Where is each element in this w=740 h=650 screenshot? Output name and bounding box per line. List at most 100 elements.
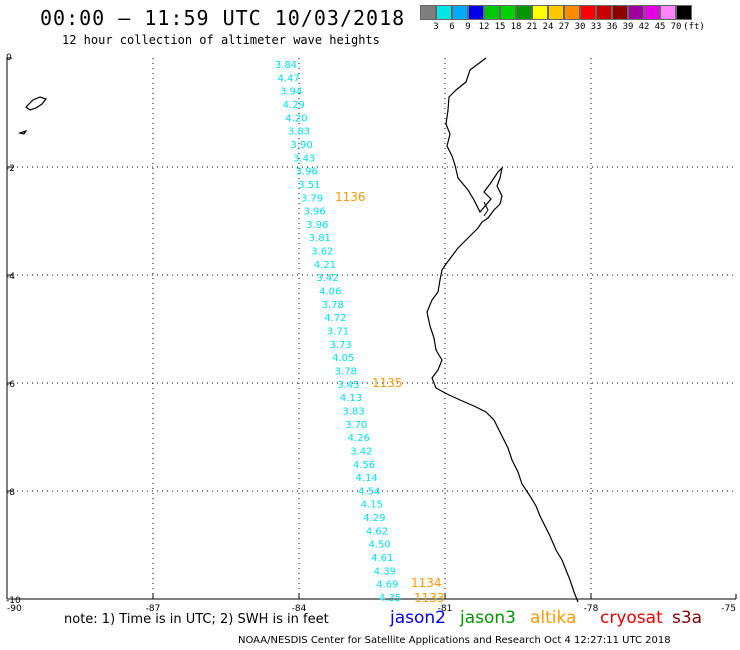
- x-tick-label: -81: [438, 604, 453, 614]
- legend-label: 9: [465, 22, 471, 32]
- swh-value: 4.06: [319, 287, 341, 298]
- note-text: note: 1) Time is in UTC; 2) SWH is in fe…: [64, 612, 329, 627]
- coastline-mainland: [426, 57, 579, 603]
- legend-swatch: [580, 5, 596, 20]
- swh-value: 3.78: [322, 300, 344, 311]
- swh-value: 4.39: [374, 566, 396, 577]
- swh-value: 3.96: [296, 167, 318, 178]
- legend-swatch: [516, 5, 532, 20]
- swh-value: 3.51: [298, 180, 320, 191]
- swh-value: 4.56: [353, 460, 375, 471]
- y-tick-label: -2: [6, 164, 15, 174]
- footer-credit: NOAA/NESDIS Center for Satellite Applica…: [238, 635, 671, 646]
- swh-value: 4.29: [283, 100, 305, 111]
- legend-swatch: [500, 5, 516, 20]
- x-tick-label: -90: [7, 604, 22, 614]
- legend-label: 45: [654, 22, 666, 32]
- island-galapagos: [25, 96, 48, 111]
- map-grid: [7, 58, 736, 599]
- coastline-estuary: [483, 201, 489, 217]
- legend-label: 36: [606, 22, 618, 32]
- legend-swatch: [468, 5, 484, 20]
- x-tick-label: -84: [292, 604, 307, 614]
- legend-swatch: [660, 5, 676, 20]
- swh-value: 4.54: [358, 486, 380, 497]
- swh-value: 4.20: [285, 113, 307, 124]
- swh-value: 4.72: [324, 313, 346, 324]
- swh-value: 4.21: [314, 260, 336, 271]
- swh-value: 3.45: [337, 380, 359, 391]
- swh-value: 3.70: [345, 420, 367, 431]
- swh-value: 3.94: [280, 87, 302, 98]
- time-label: 1133: [414, 591, 445, 605]
- map-axes: 0 -2 -4 -6 -8 -10-90 -87 -84 -81 -78 -75: [6, 53, 737, 614]
- swh-value: 4.50: [368, 540, 390, 551]
- swh-value: 3.78: [335, 366, 357, 377]
- legend-swatch: [628, 5, 644, 20]
- swh-value: 4.13: [340, 393, 362, 404]
- legend-swatch: [484, 5, 500, 20]
- swh-value: 4.14: [355, 473, 377, 484]
- swh-value: 3.42: [350, 446, 372, 457]
- legend-label: 39: [622, 22, 634, 32]
- legend-swatch: [564, 5, 580, 20]
- map-title: 00:00 – 11:59 UTC 10/03/2018: [40, 6, 406, 30]
- satellite-jason2: jason2: [390, 608, 446, 628]
- satellite-s3a: s3a: [672, 608, 703, 628]
- legend-label: 70: [670, 22, 682, 32]
- color-legend: 3 6 9 12 15 18 21 24 27 30 33 36 39 42 45 70 (ft): [420, 5, 705, 34]
- swh-value: 3.73: [329, 340, 351, 351]
- time-label: 1134: [411, 576, 442, 590]
- legend-swatch: [420, 5, 436, 20]
- legend-swatch: [532, 5, 548, 20]
- swh-value: 4.05: [332, 353, 354, 364]
- satellite-altika: altika: [530, 608, 577, 628]
- y-tick-label: -8: [6, 488, 15, 498]
- island-small: [17, 129, 28, 135]
- legend-label: 12: [478, 22, 490, 32]
- legend-label: 15: [494, 22, 506, 32]
- swh-value: 3.43: [293, 153, 315, 164]
- swh-value: 3.62: [311, 247, 333, 258]
- legend-swatch: [596, 5, 612, 20]
- swh-value: 3.83: [288, 127, 310, 138]
- x-tick-label: -78: [584, 604, 599, 614]
- time-label: 1135: [372, 376, 403, 390]
- swh-value: 4.35: [379, 593, 401, 604]
- swh-value: 4.15: [361, 500, 383, 511]
- time-label: 1136: [335, 190, 366, 204]
- swh-value: 4.61: [371, 553, 393, 564]
- legend-label: 18: [510, 22, 522, 32]
- legend-labels: 3 6 9 12 15 18 21 24 27 30 33 36 39 42 45 70 (ft): [420, 20, 705, 34]
- swh-value: 4.26: [348, 433, 370, 444]
- legend-label: 21: [526, 22, 538, 32]
- swh-value: 4.69: [376, 580, 398, 591]
- satellite-jason3: jason3: [460, 608, 516, 628]
- legend-swatch: [676, 5, 692, 20]
- legend-label: 42: [638, 22, 650, 32]
- y-tick-label: -6: [6, 380, 15, 390]
- coastline: [17, 57, 579, 603]
- swh-value: 3.96: [303, 207, 325, 218]
- legend-swatch: [612, 5, 628, 20]
- swh-value: 3.84: [275, 60, 297, 71]
- swh-value: 3.42: [316, 273, 338, 284]
- legend-swatches: [420, 5, 692, 20]
- legend-swatch: [452, 5, 468, 20]
- legend-label: 30: [574, 22, 586, 32]
- swh-value: 3.81: [309, 233, 331, 244]
- legend-swatch: [436, 5, 452, 20]
- legend-label: 24: [542, 22, 554, 32]
- y-tick-label: 0: [6, 53, 12, 63]
- swh-value: 3.71: [327, 327, 349, 338]
- altimeter-track: 3.84 4.47 3.94 4.29 4.20 3.83 3.90 3.43 3.96 3.51…: [275, 60, 401, 604]
- swh-value: 3.90: [290, 140, 312, 151]
- legend-label: 33: [590, 22, 602, 32]
- legend-label: 27: [558, 22, 570, 32]
- legend-label: 3: [433, 22, 439, 32]
- x-tick-label: -75: [721, 604, 736, 614]
- legend-swatch: [548, 5, 564, 20]
- swh-value: 4.62: [366, 526, 388, 537]
